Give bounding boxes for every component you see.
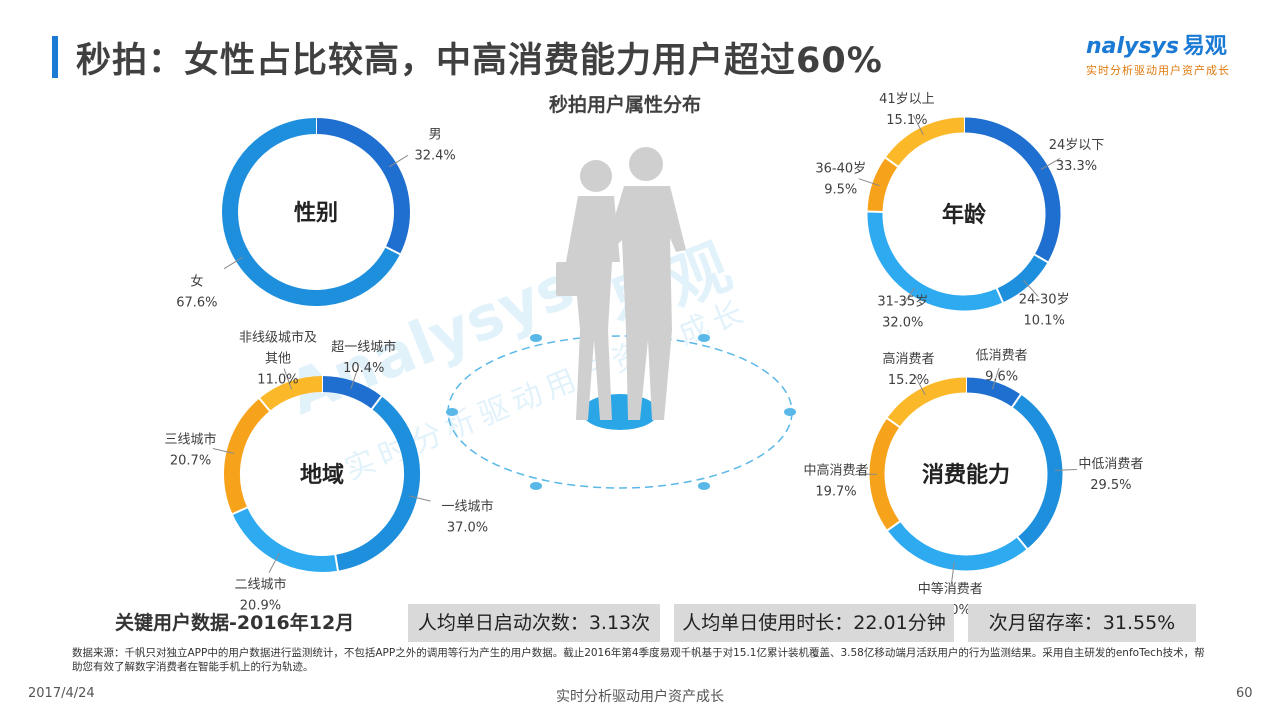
- logo-brand-cn: 易观: [1182, 34, 1227, 59]
- slice-label: 非线级城市及其他 11.0%: [239, 330, 317, 388]
- data-source-note: 数据来源：千帆只对独立APP中的用户数据进行监测统计，不包括APP之外的调用等行…: [72, 647, 1205, 673]
- slice-label: 一线城市 37.0%: [442, 498, 494, 535]
- slice-36-40岁: [867, 157, 898, 213]
- slice-24-30岁: [996, 254, 1048, 303]
- slice-中高消费者: [869, 418, 900, 531]
- analysys-logo: nalysys 易观 实时分析驱动用户资产成长: [1086, 28, 1256, 78]
- watermark: Analysys 易观 实时分析驱动用户资产成长: [279, 230, 753, 488]
- slice-中等消费者: [887, 521, 1028, 571]
- slice-label: 中低消费者 29.5%: [1078, 457, 1143, 493]
- slice-41岁以上: [885, 117, 965, 167]
- slice-label: 高消费者 15.2%: [883, 351, 935, 388]
- center-illustration: [446, 147, 796, 490]
- slice-二线城市: [232, 507, 338, 572]
- slice-label: 男 32.4%: [414, 127, 455, 163]
- donut-center-label: 性别: [294, 201, 338, 226]
- slice-label: 三线城市 20.7%: [165, 431, 217, 468]
- slice-label: 41岁以上 15.1%: [879, 92, 935, 128]
- slice-男: [315, 118, 410, 255]
- slice-高消费者: [887, 377, 967, 428]
- kpi-launch-count: 人均单日启动次数：3.13次: [408, 604, 660, 642]
- people-silhouette-icon: [556, 147, 686, 420]
- kpi-usage-duration: 人均单日使用时长：22.01分钟: [674, 604, 954, 642]
- donut-chart-2: 24岁以下 33.3% 24-30岁 10.1% 31-35岁 32.0% 36-40岁 9.…: [815, 92, 1104, 331]
- footer-tagline: 实时分析驱动用户资产成长: [556, 689, 724, 705]
- footer-date: 2017/4/24: [28, 686, 95, 701]
- donut-chart-1: 男 32.4% 女 67.6% 性别: [176, 117, 456, 311]
- slice-label: 31-35岁 32.0%: [877, 294, 928, 330]
- slice-label: 二线城市 20.9%: [234, 577, 286, 614]
- donut-chart-4: 低消费者9.6%中低消费者29.5%中等消费者26.0%中高消费者19.7%高消…: [803, 348, 1143, 618]
- slice-三线城市: [224, 398, 270, 515]
- slice-label: 36-40岁 9.5%: [815, 162, 866, 198]
- donut-center-label: 地域: [300, 462, 344, 488]
- kpi-title: 关键用户数据-2016年12月: [115, 612, 355, 634]
- slice-label: 女 67.6%: [176, 274, 217, 311]
- page-number: 60: [1236, 686, 1253, 701]
- slice-label: 超一线城市 10.4%: [331, 339, 396, 376]
- donut-center-label: 年龄: [942, 202, 987, 228]
- slice-24岁以下: [963, 117, 1061, 263]
- slice-31-35岁: [867, 211, 1003, 311]
- slice-一线城市: [335, 396, 420, 571]
- slice-label: 24-30岁 10.1%: [1019, 292, 1070, 328]
- slice-label: 低消费者 9.6%: [976, 348, 1028, 384]
- logo-tagline: 实时分析驱动用户资产成长: [1086, 64, 1230, 77]
- page-title: 秒拍：女性占比较高，中高消费能力用户超过60%: [76, 41, 883, 81]
- slice-label: 中高消费者 19.7%: [803, 462, 868, 499]
- slice-label: 24岁以下 33.3%: [1049, 138, 1105, 174]
- kpi-retention-rate: 次月留存率：31.55%: [968, 604, 1196, 642]
- slice-非线级城市及其他: [259, 376, 323, 411]
- donut-center-label: 消费能力: [922, 462, 1010, 488]
- chart-subtitle: 秒拍用户属性分布: [548, 94, 701, 116]
- title-accent-bar: [52, 36, 58, 78]
- logo-brand: nalysys: [1086, 34, 1179, 59]
- slice-中低消费者: [1012, 394, 1063, 549]
- slice-低消费者: [965, 377, 1021, 408]
- donut-chart-3: 超一线城市 10.4% 一线城市 37.0% 二线城市 20.9% 三线城市 20.7% 非线级…: [165, 330, 494, 614]
